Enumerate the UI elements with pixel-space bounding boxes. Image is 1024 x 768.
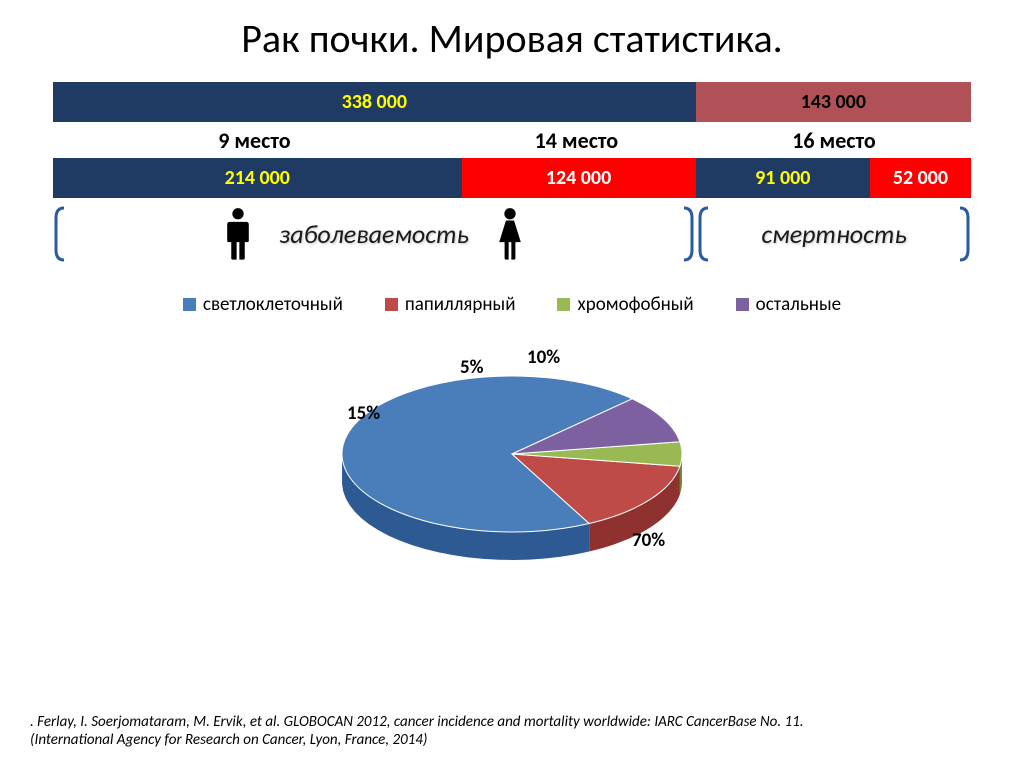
bottom-bar: 214 000124 00091 00052 000 — [52, 157, 972, 199]
legend-swatch — [736, 298, 749, 311]
bracket-left-close — [682, 206, 696, 262]
legend-swatch — [183, 298, 196, 311]
group-labels-row: заболеваемость смертность — [52, 203, 972, 265]
pie-slice-label: 10% — [527, 346, 560, 369]
legend-item: папиллярный — [385, 293, 516, 316]
page-title: Рак почки. Мировая статистика. — [0, 0, 1024, 81]
female-icon — [493, 207, 527, 261]
rank-label: 9 место — [52, 123, 457, 157]
ranks-row: 9 место14 место16 место — [52, 123, 972, 157]
legend-swatch — [385, 298, 398, 311]
legend-label: остальные — [756, 293, 841, 316]
bracket-right-open — [696, 206, 710, 262]
bar-segment: 338 000 — [53, 82, 696, 122]
legend-label: папиллярный — [405, 293, 516, 316]
legend-swatch — [557, 298, 570, 311]
pie-slice-label: 70% — [632, 529, 665, 552]
mortality-label: смертность — [761, 218, 906, 250]
citation: . Ferlay, I. Soerjomataram, M. Ervik, et… — [30, 713, 994, 751]
bar-segment: 52 000 — [870, 158, 971, 198]
citation-line2: (International Agency for Research on Ca… — [30, 731, 427, 749]
bar-segment: 143 000 — [696, 82, 971, 122]
bar-segment: 91 000 — [696, 158, 870, 198]
legend-label: светлоклеточный — [203, 293, 343, 316]
rank-label: 16 место — [696, 123, 972, 157]
bracket-left-open — [52, 206, 66, 262]
top-bar: 338 000143 000 — [52, 81, 972, 123]
pie-legend: светлоклеточный папиллярный хромофобный ост… — [0, 293, 1024, 316]
bar-segment: 214 000 — [53, 158, 462, 198]
pie-chart: 70% 15% 5% 10% — [302, 334, 722, 624]
pie-slice-label: 5% — [460, 356, 483, 379]
rank-label: 14 место — [457, 123, 696, 157]
stats-bars: 338 000143 000 9 место14 место16 место 2… — [52, 81, 972, 265]
legend-item: светлоклеточный — [183, 293, 343, 316]
legend-item: хромофобный — [557, 293, 693, 316]
pie-slice-label: 15% — [347, 402, 380, 425]
incidence-label: заболеваемость — [279, 218, 469, 250]
male-icon — [221, 207, 255, 261]
legend-item: остальные — [736, 293, 841, 316]
citation-line1: . Ferlay, I. Soerjomataram, M. Ervik, et… — [30, 713, 804, 731]
bar-segment: 124 000 — [462, 158, 696, 198]
legend-label: хромофобный — [577, 293, 693, 316]
bracket-right-close — [958, 206, 972, 262]
